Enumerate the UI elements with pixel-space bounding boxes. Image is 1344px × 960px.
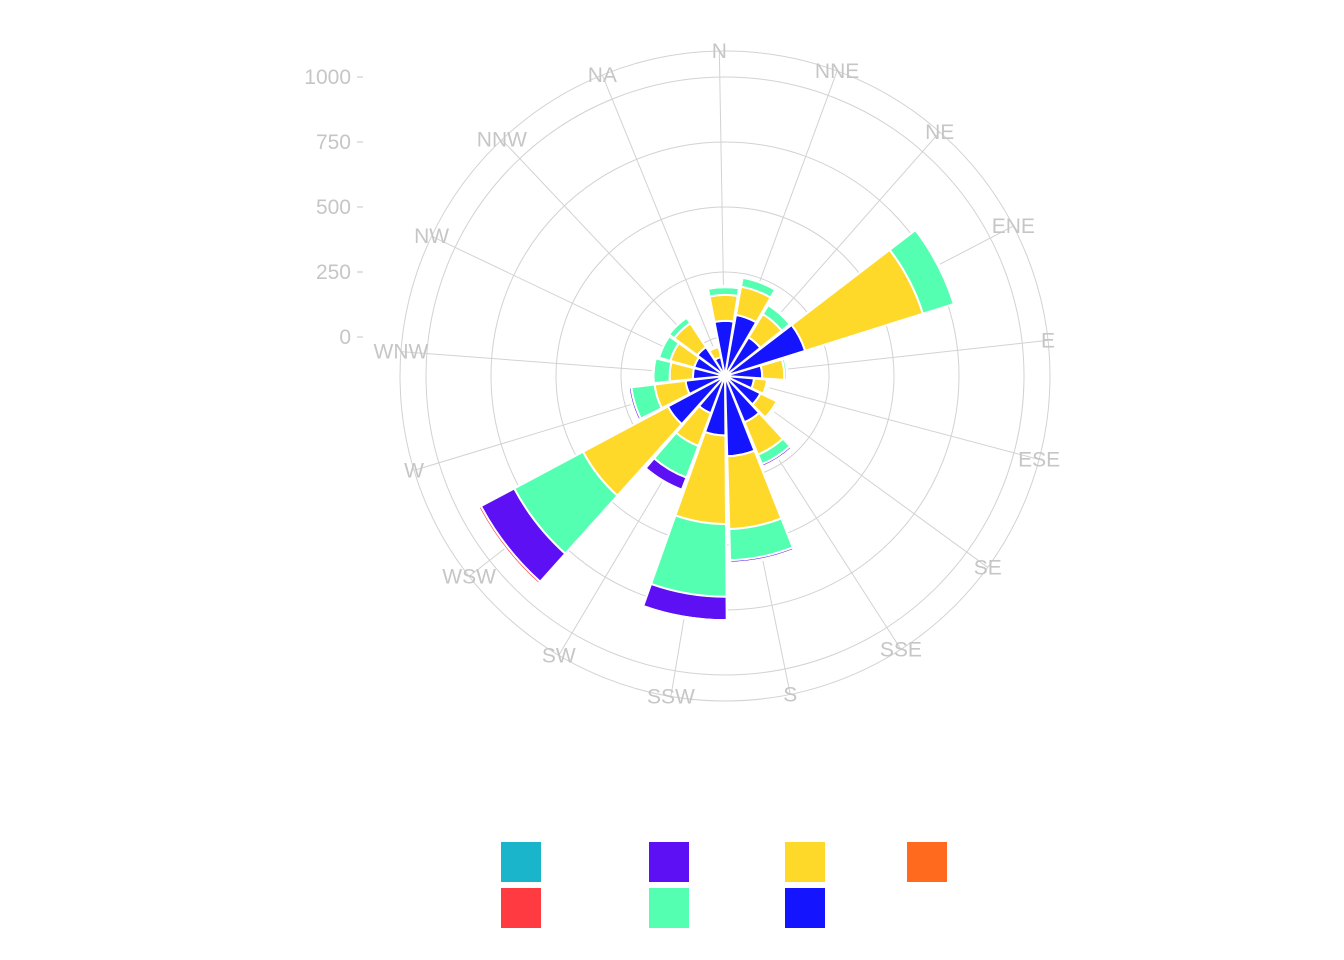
- radial-tick-label: 250: [316, 261, 351, 284]
- direction-labels: N NNE NE ENE E ESE SE SSE S SSW SW WSW W WNW NW NNW NA: [374, 40, 1061, 708]
- bar-na-s4: [707, 344, 720, 352]
- direction-label-nnw: NNW: [477, 129, 527, 152]
- bar-se-s5: [765, 401, 780, 421]
- bar-sse-s6: [762, 447, 794, 469]
- bar-n-s3: [708, 293, 739, 323]
- bar-wnw-s4: [652, 357, 673, 385]
- grid-circle: [425, 76, 1025, 676]
- radial-axis: 0 250 500 750 1000: [304, 66, 363, 349]
- legend-swatch: [649, 842, 689, 882]
- radial-tick-label: 500: [316, 196, 351, 219]
- outer-circle: [399, 50, 1051, 702]
- legend-swatch: [649, 888, 689, 928]
- direction-label-nw: NW: [414, 225, 449, 248]
- bar-e-s5: [783, 357, 789, 382]
- direction-label-se: SE: [974, 556, 1002, 579]
- direction-label-e: E: [1041, 329, 1055, 352]
- radial-tick-label: 750: [316, 131, 351, 154]
- direction-label-nne: NNE: [815, 60, 859, 83]
- bar-w-s6: [627, 386, 640, 422]
- radial-tick-label: 0: [339, 326, 351, 349]
- direction-label-ese: ESE: [1018, 448, 1060, 471]
- spoke-na: [601, 74, 726, 377]
- spoke-ese: [724, 375, 1040, 460]
- direction-label-sse: SSE: [880, 638, 922, 661]
- bar-ssw-s4: [650, 514, 728, 598]
- legend-swatch: [785, 842, 825, 882]
- direction-label-ne: NE: [925, 121, 954, 144]
- legend-swatch: [501, 888, 541, 928]
- legend-swatch: [501, 842, 541, 882]
- legend-swatch: [907, 842, 947, 882]
- wind-rose-chart: N NNE NE ENE E ESE SE SSE S SSW SW WSW W WNW NW NNW NA 0…: [304, 40, 1061, 708]
- direction-label-wnw: WNW: [374, 341, 429, 364]
- bar-sw-s6: [643, 467, 683, 492]
- direction-label-ene: ENE: [992, 215, 1035, 238]
- direction-label-na: NA: [588, 64, 617, 87]
- bar-s-s6: [729, 548, 796, 565]
- bars: [477, 228, 957, 623]
- bar-ssw-s6: [641, 605, 728, 623]
- bar-ne-s6: [767, 302, 792, 325]
- direction-label-s: S: [783, 683, 797, 706]
- bar-nnw-s4: [668, 316, 692, 340]
- direction-label-wsw: WSW: [442, 565, 496, 588]
- bar-ene-s5: [914, 228, 957, 305]
- bar-nne-s4: [740, 276, 777, 299]
- bar-wsw-s6: [477, 505, 542, 585]
- direction-label-n: N: [712, 40, 727, 63]
- radial-tick-label: 1000: [304, 66, 351, 89]
- bar-wnw-s5: [651, 357, 657, 385]
- direction-label-ssw: SSW: [647, 685, 695, 708]
- direction-label-w: W: [404, 459, 424, 482]
- bar-nw-s4: [658, 335, 680, 362]
- bar-n-s6: [706, 284, 741, 289]
- legend-swatch: [785, 888, 825, 928]
- direction-label-sw: SW: [542, 644, 576, 667]
